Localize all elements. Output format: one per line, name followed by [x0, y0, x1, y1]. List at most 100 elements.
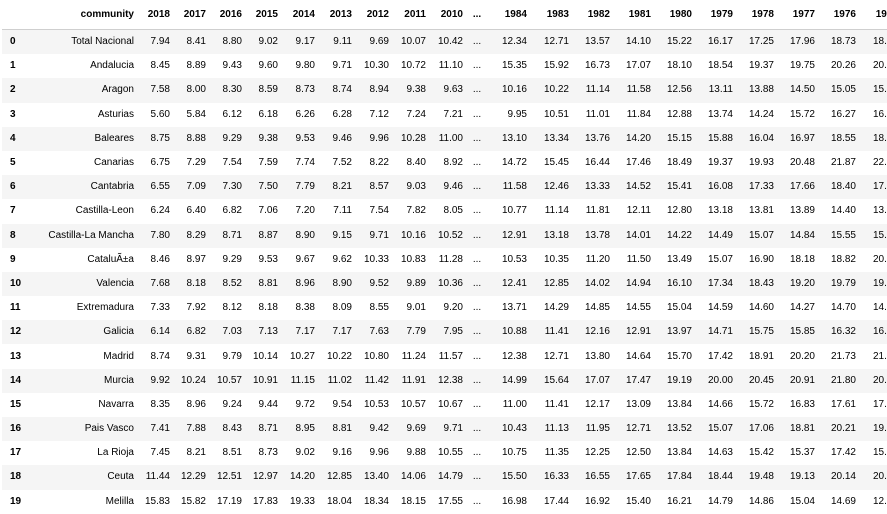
ellipsis-cell: ...	[472, 132, 482, 144]
value-cell: 12.16	[584, 326, 610, 338]
value-cell: 14.72	[501, 157, 527, 169]
value-cell: 10.16	[400, 229, 426, 241]
value-cell: 7.94	[150, 36, 170, 48]
value-cell: 10.22	[543, 84, 569, 96]
value-cell: 13.34	[543, 132, 569, 144]
value-cell: 7.54	[369, 205, 389, 217]
ellipsis-cell: ...	[472, 495, 482, 507]
community-cell: CataluÃ±a	[87, 253, 134, 265]
value-cell: 10.07	[400, 36, 426, 48]
value-cell: 9.02	[295, 447, 315, 459]
value-cell: 13.71	[501, 302, 527, 314]
value-cell: 12.85	[326, 471, 352, 483]
value-cell: 7.12	[369, 108, 389, 120]
table-row: 3 Asturias 5.60 5.84 6.12 6.18 6.26 6.28 7.12 7.2…	[2, 102, 887, 127]
value-cell: 8.43	[222, 423, 242, 435]
value-cell: 13.74	[707, 108, 733, 120]
value-cell: 11.41	[544, 326, 569, 338]
value-cell: 14.64	[625, 350, 651, 362]
value-cell: 6.55	[150, 181, 170, 193]
value-cell: 13.89	[789, 205, 815, 217]
value-cell: 17.07	[584, 374, 610, 386]
value-cell: 18.54	[707, 60, 733, 72]
value-cell: 17.95	[872, 181, 887, 193]
value-cell: 9.79	[222, 350, 242, 362]
value-cell: 21.73	[830, 350, 856, 362]
community-cell: Galicia	[103, 326, 134, 338]
value-cell: 17.83	[252, 495, 278, 507]
value-cell: 8.40	[406, 157, 426, 169]
community-cell: Asturias	[97, 108, 134, 120]
row-index: 12	[10, 326, 22, 338]
value-cell: 9.96	[369, 132, 389, 144]
value-cell: 11.00	[438, 132, 463, 144]
table-row: 17 La Rioja 7.45 8.21 8.51 8.73 9.02 9.16 9.96 9.…	[2, 441, 887, 466]
value-cell: 16.73	[584, 60, 610, 72]
value-cell: 7.88	[186, 423, 206, 435]
value-cell: 20.04	[872, 253, 887, 265]
value-cell: 13.76	[584, 132, 610, 144]
value-cell: 14.70	[830, 302, 856, 314]
value-cell: 7.74	[295, 157, 315, 169]
value-cell: 20.20	[789, 350, 815, 362]
value-cell: 9.54	[332, 398, 352, 410]
value-cell: 8.00	[186, 84, 206, 96]
value-cell: 16.27	[830, 108, 856, 120]
value-cell: 8.97	[186, 253, 206, 265]
value-cell: 11.14	[544, 205, 569, 217]
value-cell: 8.74	[332, 84, 352, 96]
community-cell: Pais Vasco	[84, 423, 134, 435]
value-cell: 11.42	[364, 374, 389, 386]
value-cell: 18.73	[830, 36, 856, 48]
value-cell: 6.82	[186, 326, 206, 338]
ellipsis-cell: ...	[472, 229, 482, 241]
value-cell: 17.07	[625, 60, 651, 72]
value-cell: 8.46	[150, 253, 170, 265]
value-cell: 14.20	[289, 471, 315, 483]
value-cell: 20.48	[789, 157, 815, 169]
value-cell: 12.38	[501, 350, 527, 362]
column-header: 2010	[430, 0, 467, 30]
value-cell: 8.29	[186, 229, 206, 241]
value-cell: 13.57	[584, 36, 610, 48]
value-cell: 18.70	[872, 36, 887, 48]
value-cell: 9.72	[295, 398, 315, 410]
value-cell: 15.50	[501, 471, 527, 483]
value-cell: 9.38	[258, 132, 278, 144]
value-cell: 12.71	[543, 36, 569, 48]
value-cell: 8.75	[150, 132, 170, 144]
value-cell: 8.88	[186, 132, 206, 144]
column-header: 1982	[573, 0, 614, 30]
value-cell: 12.51	[216, 471, 242, 483]
value-cell: 9.96	[369, 447, 389, 459]
value-cell: 19.75	[789, 60, 815, 72]
value-cell: 14.10	[625, 36, 651, 48]
value-cell: 21.87	[830, 157, 856, 169]
value-cell: 8.52	[222, 277, 242, 289]
value-cell: 7.30	[222, 181, 242, 193]
value-cell: 8.95	[295, 423, 315, 435]
value-cell: 11.44	[145, 471, 170, 483]
value-cell: 8.90	[332, 277, 352, 289]
value-cell: 9.67	[295, 253, 315, 265]
value-cell: 9.02	[258, 36, 278, 48]
value-cell: 9.69	[369, 36, 389, 48]
table-row: 12 Galicia 6.14 6.82 7.03 7.13 7.17 7.17 7.63 7.7…	[2, 320, 887, 345]
value-cell: 13.80	[584, 350, 610, 362]
column-header: 1975	[860, 0, 887, 30]
value-cell: 13.40	[363, 471, 389, 483]
value-cell: 9.89	[406, 277, 426, 289]
value-cell: 11.41	[544, 398, 569, 410]
value-cell: 14.63	[707, 447, 733, 459]
value-cell: 16.08	[707, 181, 733, 193]
value-cell: 14.79	[707, 495, 733, 507]
community-cell: Castilla-La Mancha	[48, 229, 134, 241]
value-cell: 8.38	[295, 302, 315, 314]
value-cell: 10.22	[326, 350, 352, 362]
table-row: 16 Pais Vasco 7.41 7.88 8.43 8.71 8.95 8.81 9.42…	[2, 417, 887, 442]
value-cell: 18.49	[666, 157, 692, 169]
value-cell: 17.34	[707, 277, 733, 289]
value-cell: 8.12	[222, 302, 242, 314]
value-cell: 9.71	[443, 423, 463, 435]
table-row: 2 Aragon 7.58 8.00 8.30 8.59 8.73 8.74 8.94 9.38 9…	[2, 78, 887, 103]
